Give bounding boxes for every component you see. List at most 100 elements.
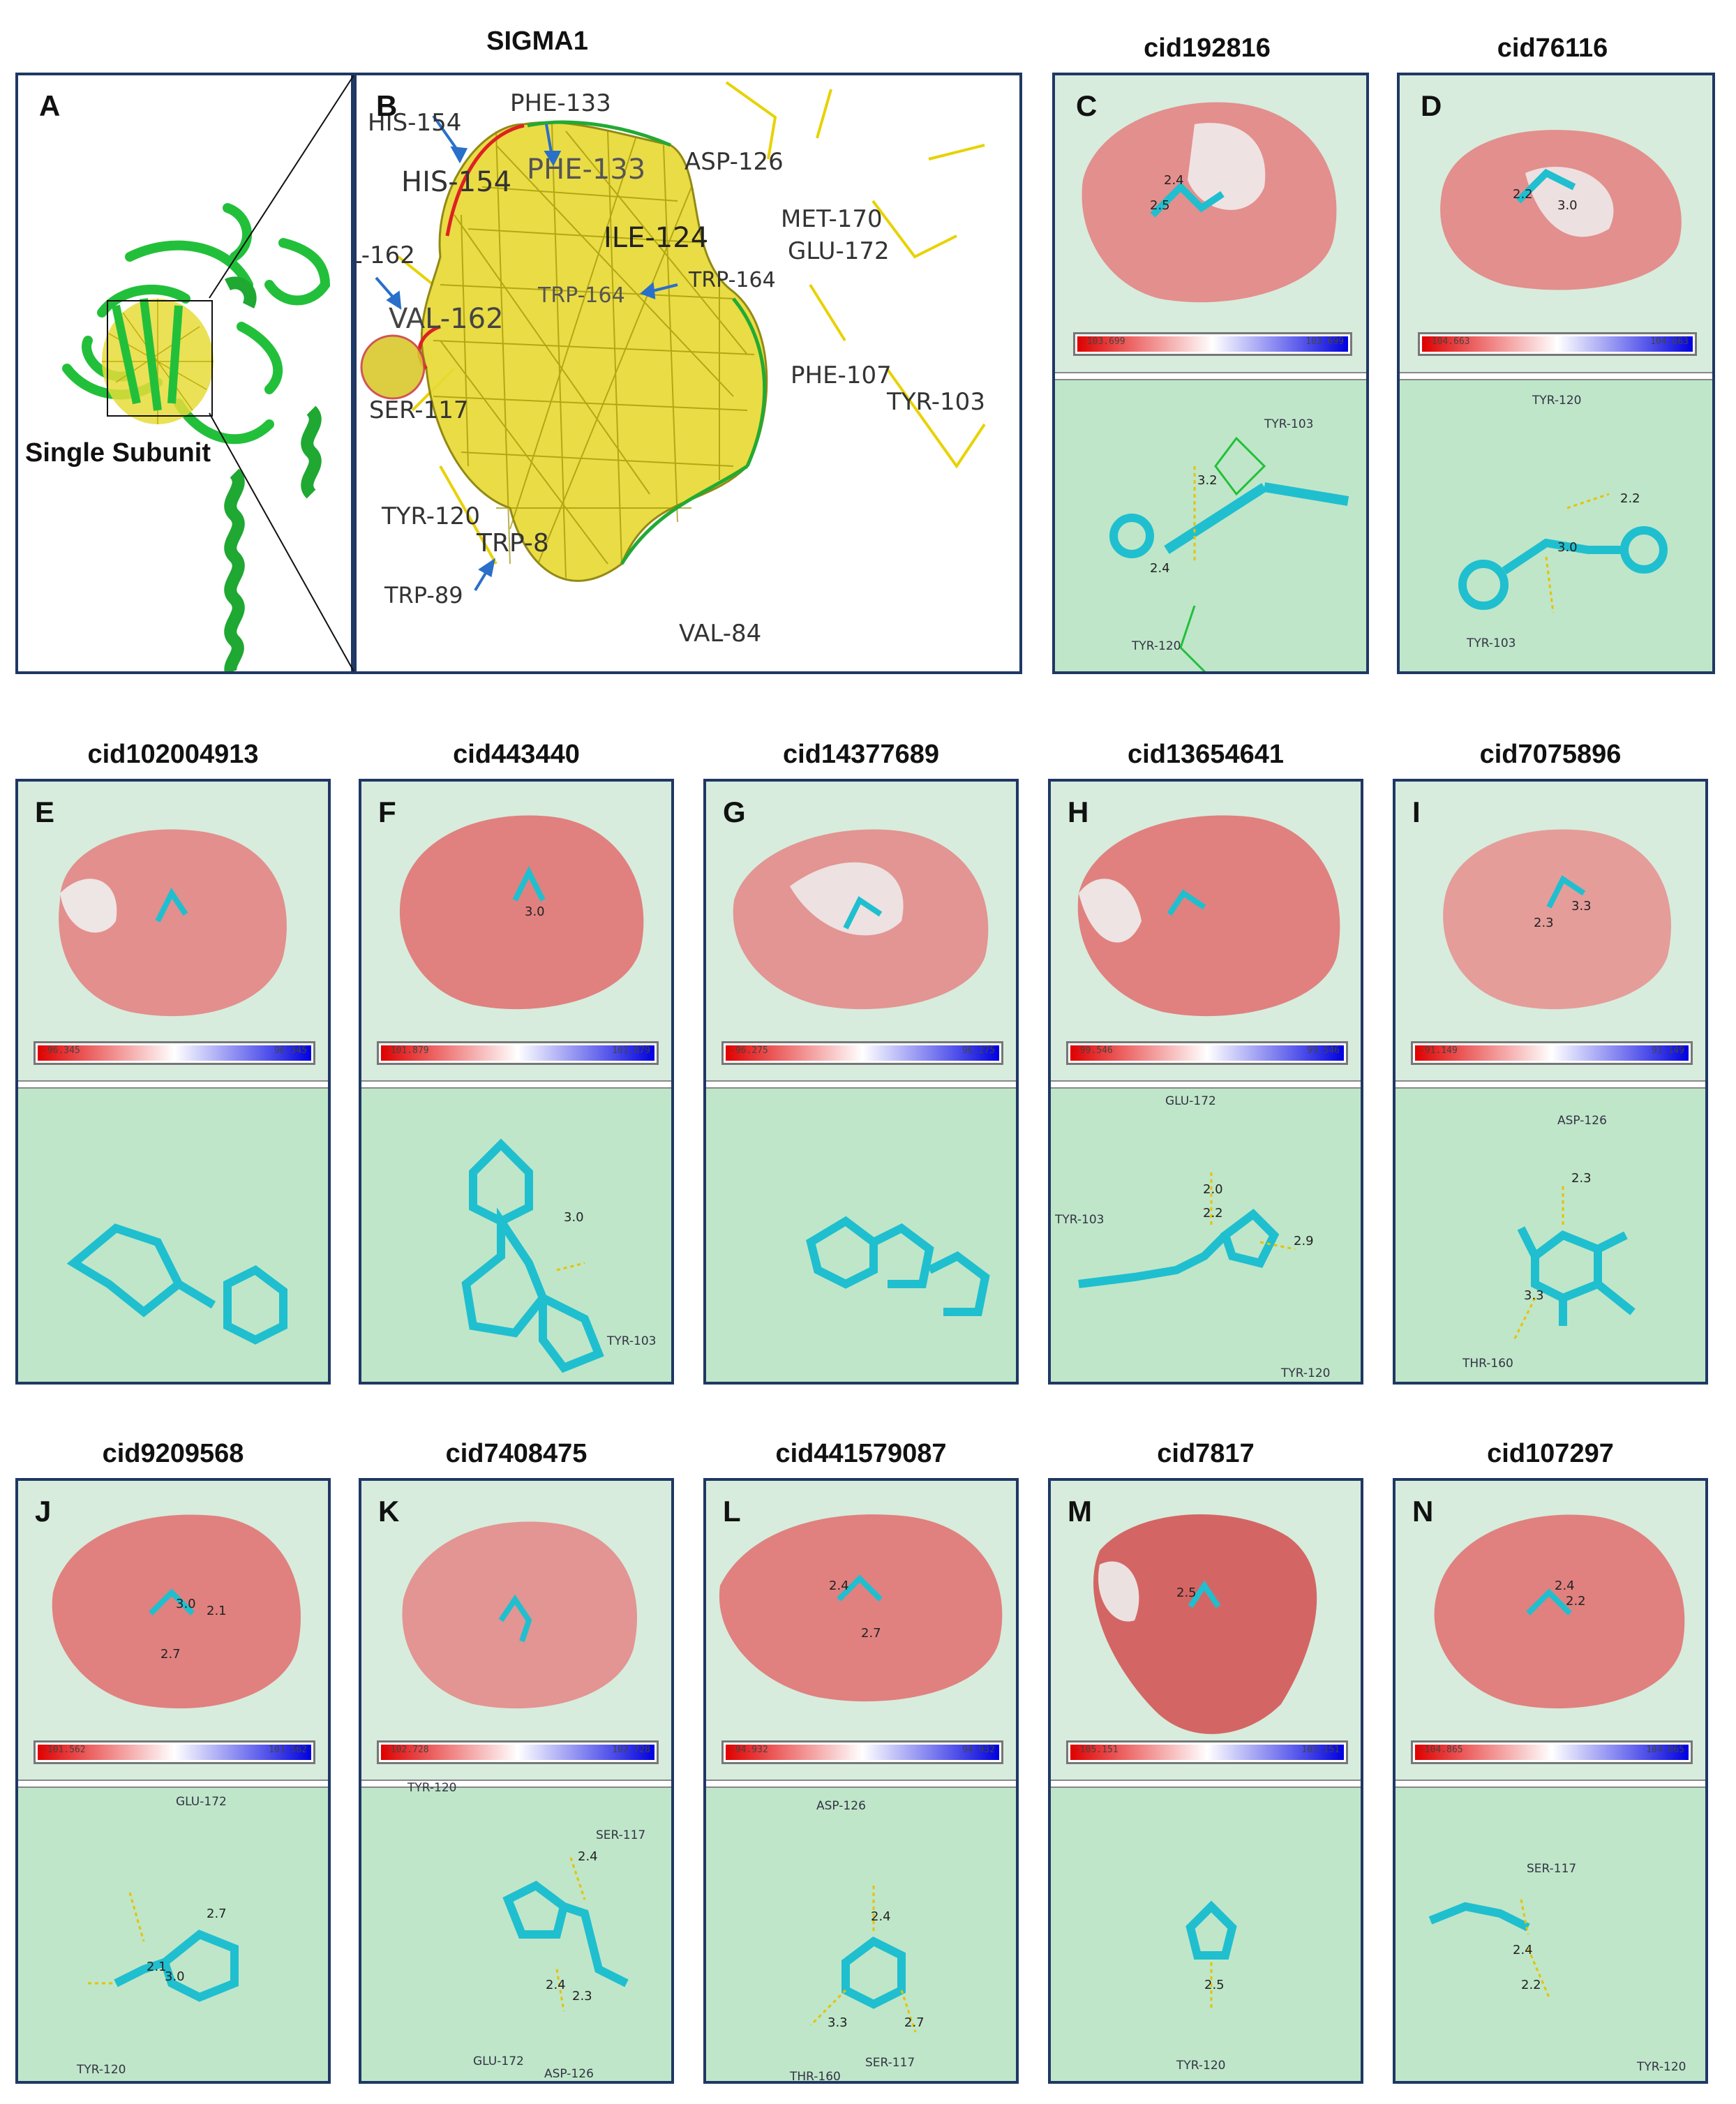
res-label: TYR-103	[1055, 1213, 1105, 1227]
panel-c-title: cid192816	[1144, 33, 1271, 63]
panel-n-scale: -104.865 104.865	[1411, 1740, 1693, 1764]
surf-dist: 2.1	[207, 1604, 227, 1618]
lig-dist: 2.7	[207, 1907, 227, 1921]
surf-dist: 2.5	[1150, 198, 1170, 213]
surf-dist: 3.0	[176, 1597, 196, 1611]
panel-e-title: cid102004913	[87, 740, 259, 769]
panel-f-graphics	[399, 815, 644, 1373]
panel-i-title: cid7075896	[1479, 740, 1622, 769]
panel-l-letter: L	[723, 1495, 741, 1528]
res-label: THR-160	[1462, 1357, 1513, 1371]
label-met170: MET-170	[781, 205, 883, 233]
panel-j: J -101.562 101.562 3.0 2.1 2.7 GLU-172 TY…	[15, 1478, 331, 2084]
surf-dist: 2.4	[1555, 1579, 1575, 1593]
panel-i: I -91.149 91.149 2.3 3.3 ASP-126 THR-160 …	[1393, 779, 1708, 1385]
lig-dist: 2.3	[572, 1989, 592, 2004]
panel-l-title: cid441579087	[775, 1439, 947, 1468]
panel-h: H -99.546 99.546 GLU-172 TYR-103 TYR-120 …	[1048, 779, 1363, 1385]
panel-l-graphics	[719, 1514, 1003, 2033]
label-trp89: TRP-89	[384, 582, 463, 609]
label-phe133: PHE-133	[510, 89, 611, 117]
panel-g-scale: -96.275 96.275	[721, 1041, 1003, 1065]
res-label: TYR-103	[1264, 417, 1314, 431]
panel-l-scale: -94.932 94.932	[721, 1740, 1003, 1764]
res-label: TYR-120	[1532, 394, 1582, 408]
panel-c-scale: -103.699 103.699	[1073, 332, 1352, 356]
panel-c: C -103.699 103.699 2.4 2.5 TYR-103 TYR-12…	[1052, 73, 1369, 674]
surf-dist: 2.7	[160, 1647, 181, 1662]
lig-dist: 3.2	[1197, 473, 1218, 488]
panel-j-title: cid9209568	[102, 1439, 244, 1468]
label-val84: VAL-84	[679, 620, 762, 648]
panel-k-letter: K	[378, 1495, 400, 1528]
panel-k-scale: -102.728 102.728	[377, 1740, 659, 1764]
res-label: TYR-120	[1132, 639, 1181, 653]
surf-dist: 2.2	[1566, 1594, 1586, 1609]
panel-d-graphics	[1440, 130, 1682, 613]
label-asp126: ASP-126	[684, 148, 784, 176]
surf-dist: 2.4	[1164, 173, 1184, 188]
panel-m-graphics	[1093, 1514, 1317, 2011]
panel-h-scale: -99.546 99.546	[1066, 1041, 1348, 1065]
lig-dist: 2.9	[1294, 1234, 1314, 1248]
res-label: GLU-172	[473, 2054, 524, 2068]
panel-d: D -104.663 104.663 2.2 3.0 TYR-120 TYR-10…	[1397, 73, 1715, 674]
panel-b: B HIS-154 PHE-133 HIS-154 PHE-133 ASP-12…	[354, 73, 1022, 674]
lig-dist: 3.3	[1524, 1288, 1544, 1303]
res-label: THR-160	[790, 2070, 841, 2084]
panel-c-graphics	[1082, 102, 1349, 671]
res-label: TYR-103	[1467, 636, 1516, 650]
panel-f-scale: -101.879 101.879	[377, 1041, 659, 1065]
lig-dist: 2.0	[1203, 1182, 1223, 1197]
label-his154-ghost: HIS-154	[401, 166, 512, 198]
panel-k: K -102.728 102.728 TYR-120 SER-117 GLU-17…	[359, 1478, 674, 2084]
panel-i-letter: I	[1412, 796, 1421, 828]
res-label: TYR-103	[607, 1334, 657, 1348]
lig-dist: 2.5	[1204, 1978, 1225, 1992]
lig-dist: 3.0	[564, 1210, 584, 1225]
lig-dist: 2.1	[147, 1960, 167, 1974]
panel-h-graphics	[1077, 815, 1340, 1288]
panel-g-title: cid14377689	[783, 740, 939, 769]
panel-j-letter: J	[35, 1495, 52, 1528]
panel-h-title: cid13654641	[1128, 740, 1284, 769]
panel-n-letter: N	[1412, 1495, 1434, 1528]
res-label: TYR-120	[77, 2063, 126, 2077]
surf-dist: 2.5	[1176, 1586, 1197, 1600]
lig-dist: 2.2	[1203, 1206, 1223, 1221]
lig-dist: 2.4	[1513, 1943, 1533, 1957]
label-trp164-ghost: TRP-164	[538, 283, 625, 308]
panel-n-title: cid107297	[1487, 1439, 1614, 1468]
label-trp89-ghost: TRP-8	[477, 529, 549, 558]
label-phe133-ghost: PHE-133	[527, 154, 646, 186]
panel-g: G -96.275 96.275	[703, 779, 1019, 1385]
panel-b-letter: B	[376, 89, 398, 122]
lig-dist: 3.0	[1557, 540, 1578, 555]
panel-e-scale: -96.345 96.345	[33, 1041, 315, 1065]
panel-i-graphics	[1443, 829, 1671, 1341]
res-label: SER-117	[1527, 1862, 1577, 1876]
res-label: ASP-126	[816, 1799, 866, 1813]
panel-d-scale: -104.663 104.663	[1418, 332, 1697, 356]
lig-dist: 3.3	[828, 2015, 848, 2030]
lig-dist: 2.2	[1620, 491, 1640, 506]
lig-dist: 2.4	[871, 1909, 891, 1924]
panel-f-letter: F	[378, 796, 396, 828]
lig-dist: 2.4	[1150, 561, 1170, 576]
label-ser117: SER-117	[369, 396, 469, 424]
res-label: SER-117	[596, 1828, 646, 1842]
lig-dist: 2.4	[546, 1978, 566, 1992]
label-tyr120: TYR-120	[382, 502, 480, 530]
panel-m-scale: -105.151 105.151	[1066, 1740, 1348, 1764]
panel-m-title: cid7817	[1157, 1439, 1255, 1468]
panel-j-graphics	[52, 1514, 301, 2002]
panel-k-title: cid7408475	[445, 1439, 588, 1468]
figure-title: SIGMA1	[486, 27, 588, 56]
panel-m-letter: M	[1068, 1495, 1092, 1528]
panel-n-graphics	[1428, 1514, 1685, 1998]
surf-dist: 3.0	[525, 904, 545, 919]
panel-a-letter: A	[39, 89, 61, 122]
lig-dist: 3.0	[165, 1969, 185, 1984]
panel-l: L -94.932 94.932 2.4 2.7 ASP-126 THR-160 …	[703, 1478, 1019, 2084]
single-subunit-label: Single Subunit	[25, 438, 211, 468]
